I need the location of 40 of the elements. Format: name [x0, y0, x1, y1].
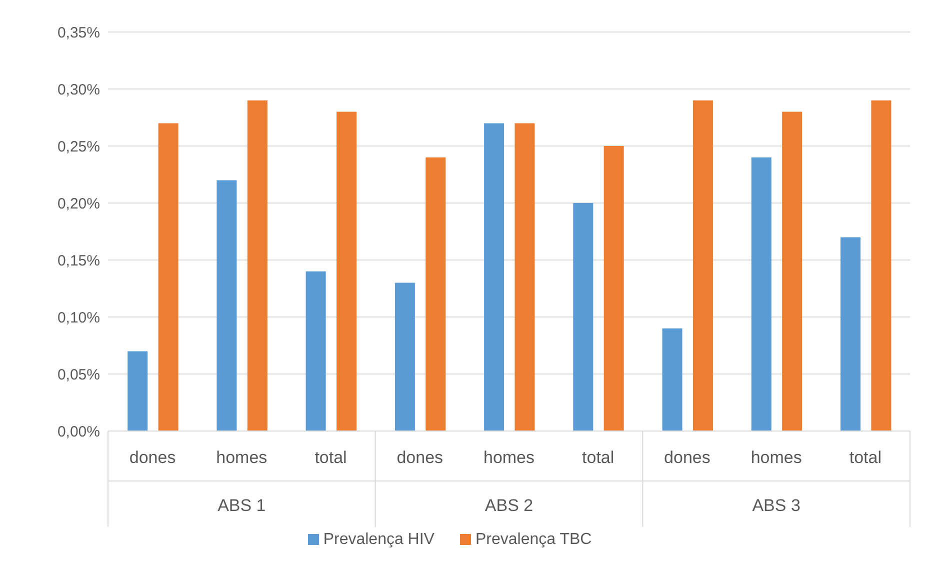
x-tick-label: homes [483, 448, 535, 467]
bar [426, 157, 446, 431]
bar [692, 100, 713, 431]
legend-label: Prevalença TBC [475, 531, 592, 548]
bar [514, 123, 535, 431]
bar [247, 100, 268, 431]
bar [662, 328, 682, 431]
x-tick-label: dones [664, 448, 710, 467]
bar [871, 100, 892, 431]
x-tick-label: total [849, 448, 882, 467]
y-tick-label: 0,30% [57, 81, 100, 98]
y-tick-label: 0,25% [57, 138, 100, 156]
x-tick-label: homes [216, 448, 268, 467]
bar [128, 351, 148, 431]
y-tick-label: 0,15% [57, 252, 100, 270]
x-tick-label: total [582, 448, 614, 467]
bar [306, 271, 326, 431]
bar [336, 112, 357, 431]
y-tick-label: 0,05% [57, 366, 100, 384]
bar [840, 237, 860, 431]
y-tick-label: 0,00% [57, 423, 100, 440]
y-tick-label: 0,10% [57, 309, 100, 326]
bar [782, 112, 802, 431]
bar [394, 282, 415, 431]
y-tick-label: 0,35% [57, 24, 100, 42]
text: ABS 3 [752, 496, 800, 515]
text: ABS 1 [218, 496, 266, 515]
bar [604, 146, 624, 431]
text: ABS 2 [484, 496, 534, 515]
bar [484, 123, 504, 431]
bar [573, 203, 594, 431]
x-tick-label: dones [396, 448, 444, 467]
y-tick-label: 0,20% [57, 195, 100, 212]
bar [158, 123, 178, 431]
bar [751, 157, 772, 431]
bar [216, 180, 237, 431]
legend-label: Prevalença HIV [323, 531, 434, 548]
x-tick-label: homes [750, 448, 802, 467]
x-tick-label: dones [129, 448, 176, 467]
x-tick-label: total [314, 448, 347, 467]
